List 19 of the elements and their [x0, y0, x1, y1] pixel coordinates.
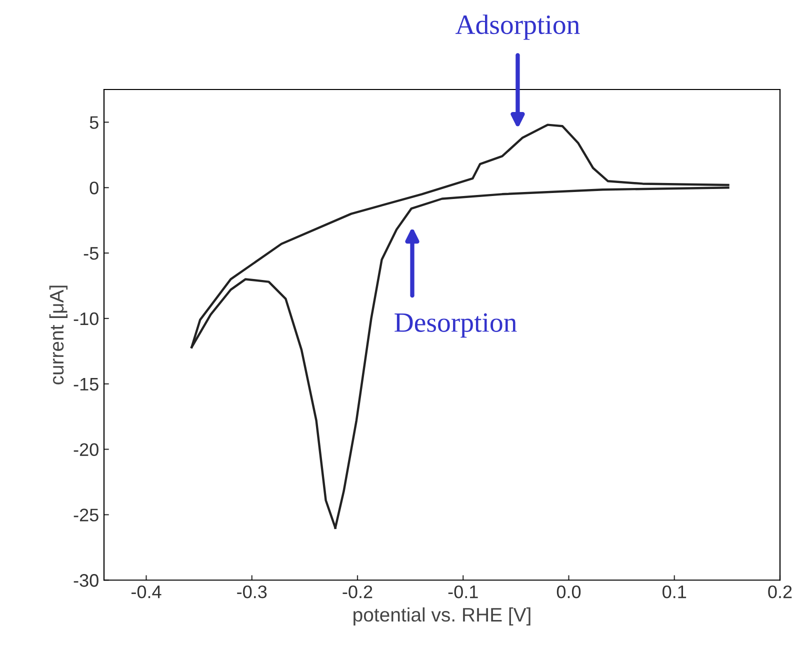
y-tick-label: -5 [84, 247, 98, 260]
y-axis-title: current [μA] [49, 286, 68, 384]
x-tick-label: -0.2 [342, 585, 372, 598]
annotation: Desorption [394, 313, 517, 338]
x-tick-label: -0.3 [237, 585, 267, 598]
y-tick-label: -10 [74, 312, 98, 326]
y-tick-label: -25 [74, 508, 98, 522]
text: Adsorption [455, 14, 580, 40]
y-tick-label: -30 [74, 574, 98, 587]
y-tick-label: 5 [90, 116, 98, 129]
x-axis-title: potential vs. RHE [V] [354, 607, 530, 626]
y-tick-label: 0 [90, 182, 98, 194]
x-tick-label: -0.4 [131, 585, 162, 598]
x-tick-label: 0.2 [768, 585, 792, 598]
y-tick-label: -15 [74, 378, 98, 391]
x-tick-label: 0.1 [662, 585, 686, 598]
x-tick-label: 0.0 [556, 585, 581, 598]
y-tick-label: -20 [74, 443, 98, 456]
x-tick-label: -0.1 [448, 585, 478, 598]
